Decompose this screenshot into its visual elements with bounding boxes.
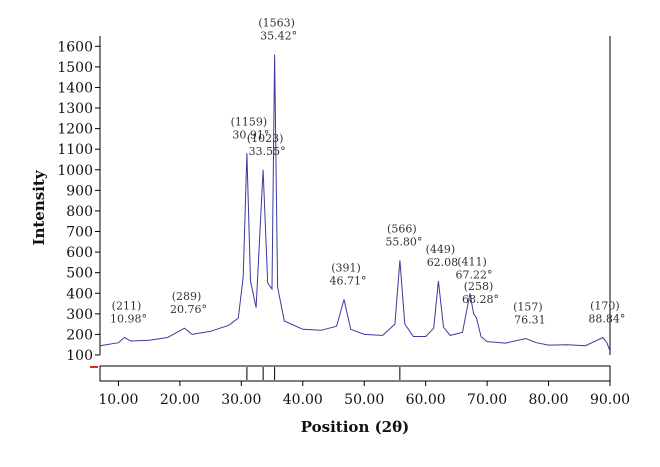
y-tick-label: 900 [66, 183, 93, 199]
y-tick-label: 1600 [57, 39, 93, 55]
reference-strip-box [99, 365, 611, 382]
peak-annotation-index: (566) [387, 222, 417, 235]
peak-annotation-index: (1563) [258, 17, 295, 30]
y-tick-label: 1200 [57, 122, 93, 138]
peak-annotation-position: 33.55° [249, 145, 286, 158]
y-tick-label: 1100 [57, 142, 93, 158]
peak-annotation-position: 62.08 [427, 256, 459, 269]
x-tick-label: 90.00 [590, 392, 630, 408]
x-tick-label: 80.00 [529, 392, 569, 408]
peak-annotation-index: (449) [426, 243, 456, 256]
y-tick-label: 1000 [57, 163, 93, 179]
x-tick-label: 70.00 [467, 392, 507, 408]
peak-annotation-index: (289) [172, 290, 202, 303]
peak-annotation-index: (1023) [247, 132, 284, 145]
peak-annotation-index: (1159) [231, 115, 268, 128]
plot-frame [99, 36, 611, 355]
y-tick-label: 100 [66, 348, 93, 364]
peak-annotation-position: 35.42° [260, 30, 297, 43]
peak-annotation-position: 68.28° [462, 293, 499, 306]
peak-annotation-position: 88.84° [588, 313, 625, 326]
peak-annotations: (211)10.98° (289)20.76° (1159)30.91°(1023)… [110, 17, 625, 327]
y-tick-label: 300 [66, 307, 93, 323]
peak-annotation-position: 55.80° [385, 235, 422, 248]
peak-annotation-index: (157) [513, 301, 543, 314]
reference-strip [90, 365, 611, 382]
x-axis-title: Position (2θ) [301, 418, 409, 436]
x-tick-label: 50.00 [344, 392, 384, 408]
y-tick-label: 1500 [57, 60, 93, 76]
x-axis: 10.00 20.00 30.00 40.00 50.00 60.00 70.00 80.00… [98, 380, 630, 408]
y-tick-label: 1400 [57, 80, 93, 96]
peak-annotation-position: 76.31 [514, 314, 546, 327]
peak-annotation-position: 10.98° [110, 313, 147, 326]
peak-annotation-index: (211) [112, 300, 142, 313]
y-tick-label: 800 [66, 204, 93, 220]
y-axis: 100 200 300 400 500 600 700 800 900 1000 1100 1200 1… [57, 39, 100, 364]
peak-annotation-index: (391) [331, 261, 361, 274]
peak-annotation-index: (170) [590, 300, 620, 313]
y-tick-label: 600 [66, 245, 93, 261]
x-tick-label: 20.00 [160, 392, 200, 408]
x-tick-label: 10.00 [98, 392, 138, 408]
peak-annotation-index: (258) [464, 280, 494, 293]
y-tick-label: 500 [66, 266, 93, 282]
peak-annotation-position: 20.76° [170, 303, 207, 316]
peak-annotation-position: 46.71° [330, 274, 367, 287]
x-tick-label: 60.00 [406, 392, 446, 408]
x-tick-label: 40.00 [283, 392, 323, 408]
y-tick-label: 200 [66, 327, 93, 343]
peak-annotation-position: 30.91° [232, 128, 269, 141]
y-tick-label: 400 [66, 286, 93, 302]
x-tick-label: 30.00 [221, 392, 261, 408]
diffraction-series-line [99, 54, 611, 352]
y-axis-title: Intensity [30, 169, 48, 245]
y-tick-label: 700 [66, 225, 93, 241]
peak-annotation-index: (411) [457, 255, 487, 268]
peak-annotation-position: 67.22° [456, 268, 493, 281]
y-tick-label: 1300 [57, 101, 93, 117]
